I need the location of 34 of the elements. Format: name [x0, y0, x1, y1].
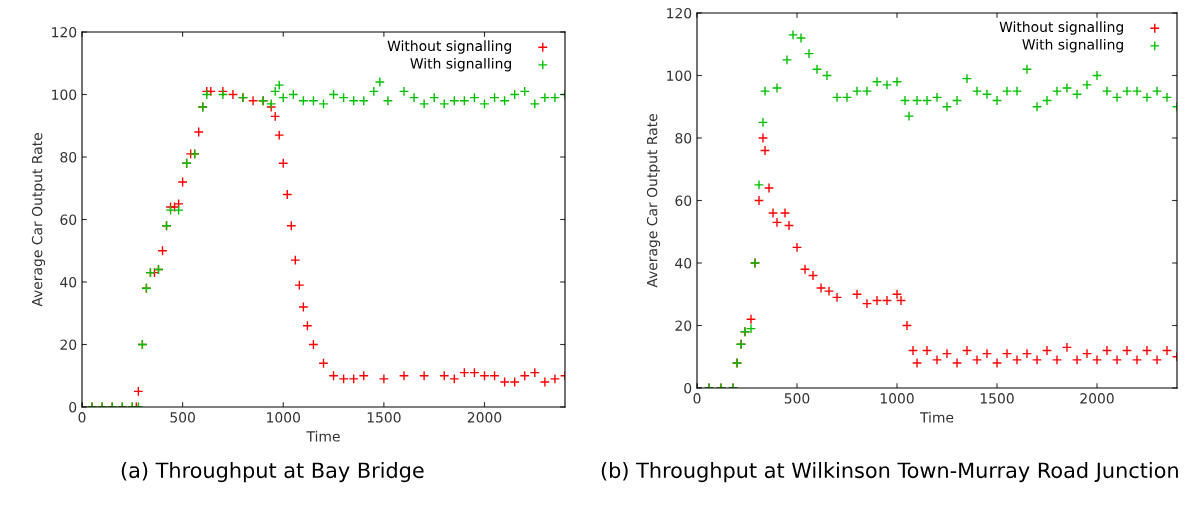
x-axis-title: Time	[919, 411, 954, 423]
y-axis-title: Average Car Output Rate	[31, 133, 46, 307]
y-tick-label: 0	[684, 382, 692, 394]
x-tick-label: 0	[693, 393, 701, 404]
y-tick-label: 80	[60, 151, 77, 163]
text: (a) Throughput at Bay Bridge	[121, 462, 424, 483]
text: (b) Throughput at Wilkinson Town-Murray Road Junction	[601, 462, 1178, 483]
y-tick-label: 60	[675, 195, 692, 206]
x-tick-label: 2000	[1080, 393, 1114, 404]
y-tick-label: 60	[60, 214, 77, 225]
legend-label: With signalling	[410, 57, 511, 72]
x-tick-label: 1000	[267, 412, 300, 423]
y-tick-label: 20	[675, 320, 692, 331]
x-tick-label: 1500	[980, 393, 1014, 404]
y-tick-label: 40	[60, 276, 77, 288]
x-tick-label: 1500	[367, 412, 401, 423]
x-tick-label: 500	[784, 393, 810, 404]
x-tick-label: 1000	[880, 393, 914, 404]
y-tick-label: 40	[675, 257, 692, 269]
x-tick-label: 500	[170, 412, 195, 423]
y-tick-label: 120	[52, 26, 77, 38]
legend-label: With signalling	[1022, 38, 1123, 53]
y-tick-label: 120	[667, 7, 692, 19]
x-tick-label: 2000	[467, 412, 502, 423]
y-axis-title: Average Car Output Rate	[646, 114, 661, 288]
legend-label: Without signalling	[387, 40, 511, 54]
x-axis-title: Time	[306, 430, 340, 442]
y-tick-label: 100	[52, 89, 77, 100]
y-tick-label: 0	[69, 401, 77, 413]
legend-label: Without signalling	[999, 21, 1123, 35]
y-tick-label: 80	[675, 132, 692, 144]
x-tick-label: 0	[78, 412, 86, 423]
y-tick-label: 100	[667, 70, 692, 81]
y-tick-label: 20	[60, 339, 77, 350]
